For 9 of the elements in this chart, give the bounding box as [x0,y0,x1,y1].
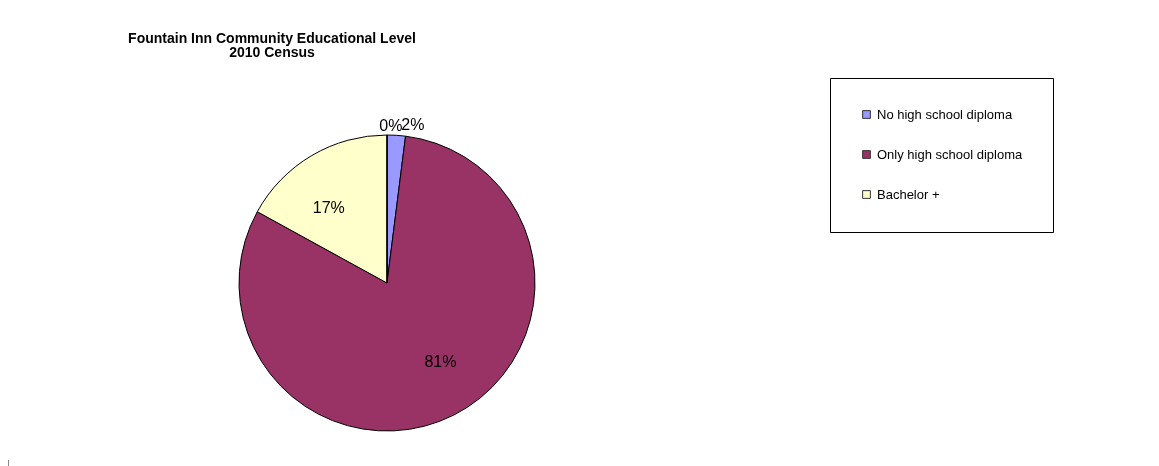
data-label: 2% [401,116,425,134]
legend-label: Bachelor + [877,186,940,202]
chart-title: Fountain Inn Community Educational Level [128,30,416,46]
pie-slice [238,135,536,432]
text: 0% [379,117,403,135]
legend-label: Only high school diploma [877,146,1024,162]
legend-label: No high school diploma [877,106,1013,122]
data-label: 17% [312,198,345,216]
data-label: 81% [424,352,457,370]
